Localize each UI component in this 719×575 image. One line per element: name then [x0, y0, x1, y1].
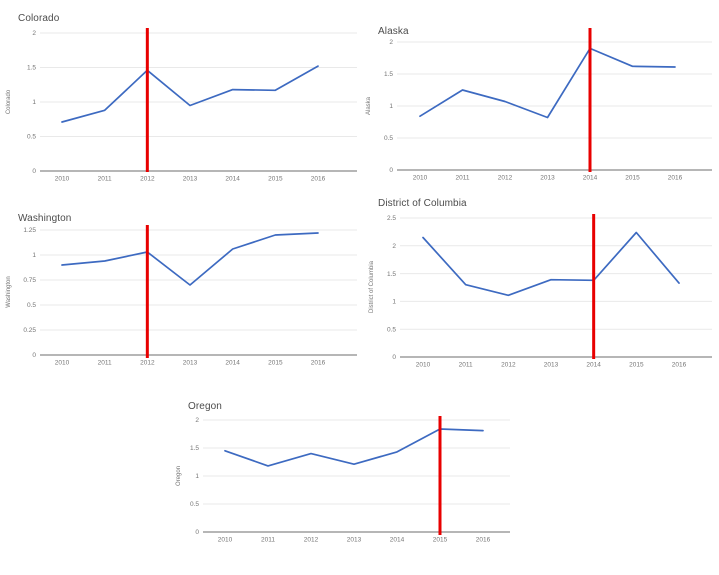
chart-alaska: 0 0.5 1 1.5 2 2010 2011 2012 2013 2014 2015 2016: [384, 28, 712, 182]
x-tick-label: 2012: [304, 537, 319, 544]
y-tick-label: 1: [392, 299, 396, 306]
x-tick-label: 2013: [183, 360, 198, 367]
x-tick-label: 2015: [625, 175, 640, 182]
y-tick-label: 0.5: [27, 302, 36, 309]
x-tick-label: 2011: [459, 362, 473, 369]
x-tick-label: 2011: [261, 537, 275, 544]
y-tick-label: 1.25: [23, 227, 36, 234]
x-tick-label: 2011: [98, 176, 112, 183]
y-tick-label: 0.5: [27, 134, 36, 141]
chart-title-district-of-columbia: District of Columbia: [378, 198, 467, 209]
x-tick-label: 2010: [55, 176, 70, 183]
x-tick-label: 2012: [501, 362, 516, 369]
x-tick-label: 2016: [672, 362, 687, 369]
x-tick-label: 2012: [140, 360, 155, 367]
y-tick-label: 2: [392, 243, 396, 250]
y-tick-label: 1: [32, 99, 36, 106]
y-tick-label: 1: [195, 473, 199, 480]
x-tick-label: 2011: [456, 175, 470, 182]
y-tick-label: 1: [389, 103, 393, 110]
x-tick-label: 2015: [268, 176, 283, 183]
chart-district-of-columbia: 0 0.5 1 1.5 2 2.5 2010 2011 2012 2013 2014 2015 2016: [387, 214, 712, 369]
chart-title-oregon: Oregon: [188, 401, 222, 412]
x-tick-label: 2014: [225, 176, 240, 183]
y-tick-label: 0: [195, 529, 199, 536]
x-tick-label: 2015: [433, 537, 448, 544]
chart-colorado: 0 0.5 1 1.5 2 2010 2011 2012 2013 2014 2015 2016: [27, 28, 357, 183]
x-tick-label: 2010: [416, 362, 431, 369]
y-tick-label: 0: [32, 352, 36, 359]
y-tick-label: 0.5: [190, 501, 199, 508]
x-tick-label: 2013: [544, 362, 559, 369]
y-tick-label: 2: [195, 417, 199, 424]
x-tick-label: 2016: [311, 176, 326, 183]
series-line-oregon: [224, 428, 484, 467]
y-tick-label: 0: [392, 354, 396, 361]
chart-title-alaska: Alaska: [378, 26, 409, 37]
x-tick-label: 2015: [629, 362, 644, 369]
x-tick-label: 2012: [498, 175, 513, 182]
series-line-alaska: [419, 47, 676, 119]
y-tick-label: 0: [32, 168, 36, 175]
y-tick-label: 2: [32, 30, 36, 37]
x-tick-label: 2015: [268, 360, 283, 367]
x-tick-label: 2011: [98, 360, 112, 367]
chart-title-washington: Washington: [18, 213, 72, 224]
x-tick-label: 2014: [583, 175, 598, 182]
x-tick-label: 2014: [586, 362, 601, 369]
chart-oregon: 0 0.5 1 1.5 2 2010 2011 2012 2013 2014 2015 2016: [190, 416, 510, 544]
x-tick-label: 2012: [140, 176, 155, 183]
x-tick-label: 2010: [55, 360, 70, 367]
y-tick-label: 1: [32, 252, 36, 259]
chart-title-colorado: Colorado: [18, 13, 60, 24]
x-tick-label: 2016: [668, 175, 683, 182]
y-tick-label: 0.5: [387, 326, 396, 333]
y-tick-label: 1.5: [190, 445, 199, 452]
x-tick-label: 2010: [413, 175, 428, 182]
x-tick-label: 2010: [218, 537, 233, 544]
series-line-district-of-columbia: [422, 231, 680, 297]
x-tick-label: 2013: [347, 537, 362, 544]
y-tick-label: 0: [389, 167, 393, 174]
series-line-washington: [61, 232, 319, 286]
y-tick-label: 0.75: [23, 277, 36, 284]
y-tick-label: 0.25: [23, 327, 36, 334]
series-line-colorado: [61, 65, 319, 123]
x-tick-label: 2014: [390, 537, 405, 544]
y-tick-label: 1.5: [384, 71, 393, 78]
x-tick-label: 2014: [225, 360, 240, 367]
x-tick-label: 2016: [476, 537, 491, 544]
x-tick-label: 2013: [540, 175, 555, 182]
y-tick-label: 2: [389, 39, 393, 46]
chart-washington: 0 0.25 0.5 0.75 1 1.25 2010 2011 2012 2013 2014 201…: [23, 225, 357, 367]
y-tick-label: 1.5: [387, 271, 396, 278]
y-tick-label: 0.5: [384, 135, 393, 142]
x-tick-label: 2013: [183, 176, 198, 183]
y-tick-label: 1.5: [27, 65, 36, 72]
y-tick-label: 2.5: [387, 215, 396, 222]
x-tick-label: 2016: [311, 360, 326, 367]
